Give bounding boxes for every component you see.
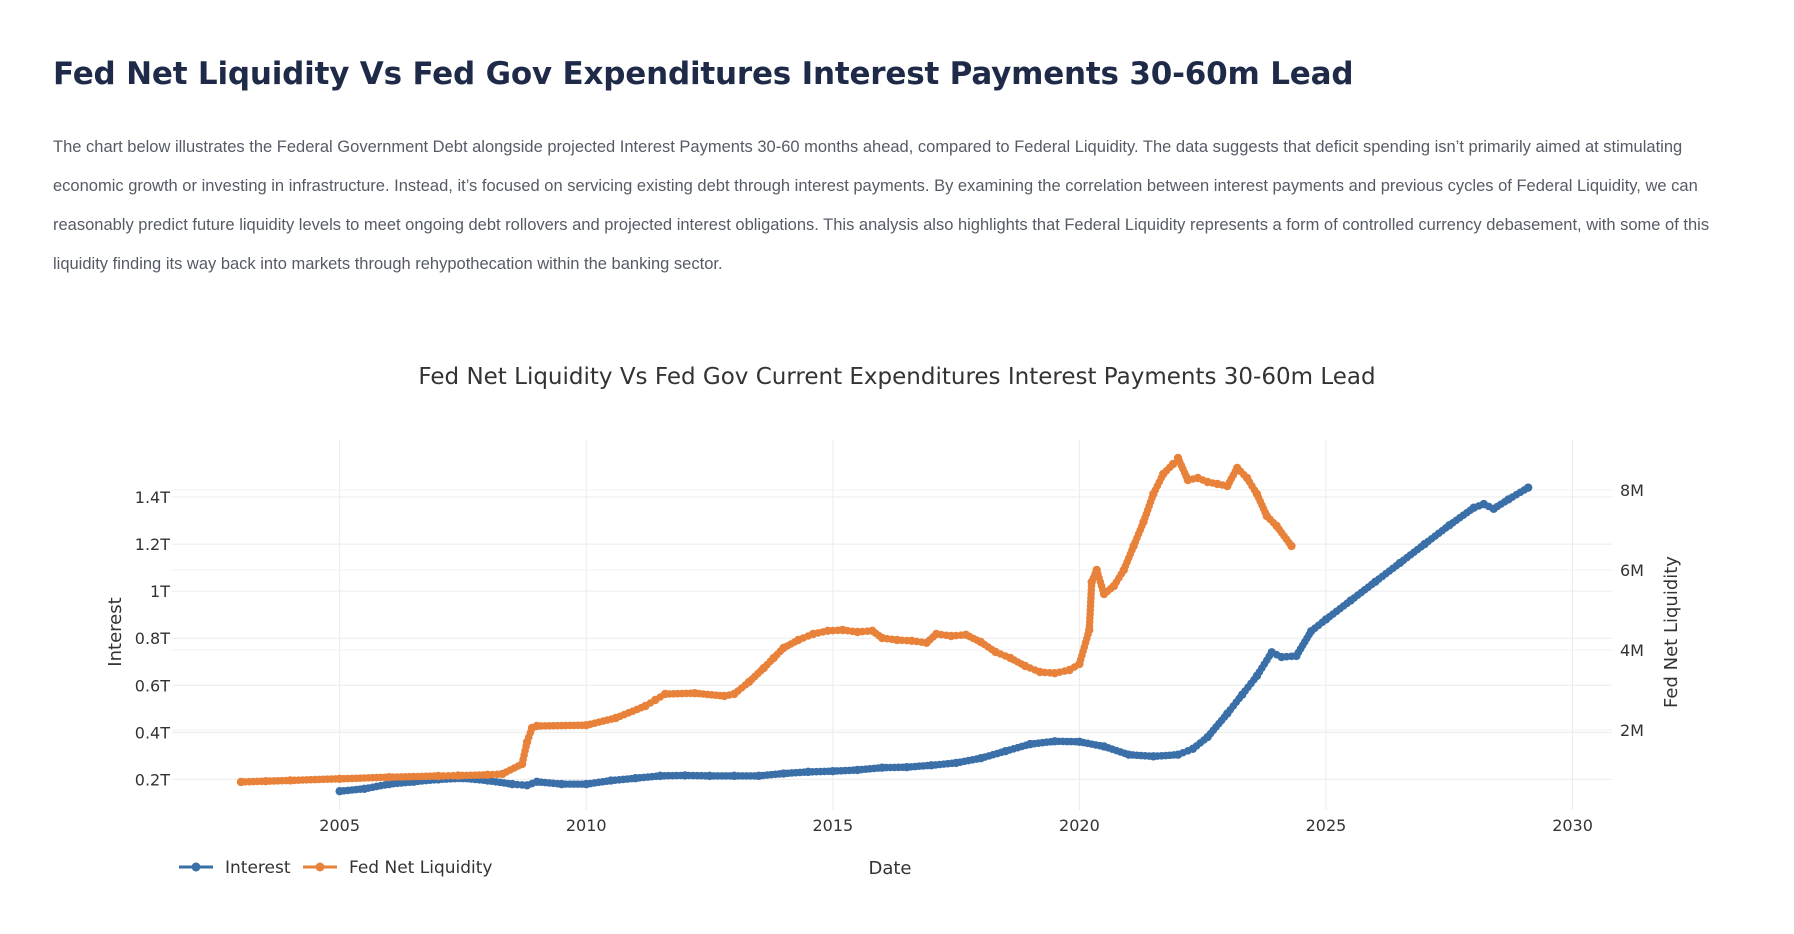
page-title: Fed Net Liquidity Vs Fed Gov Expenditure… bbox=[53, 56, 1354, 92]
y-left-tick-label: 0.4T bbox=[135, 723, 170, 742]
page-description: The chart below illustrates the Federal … bbox=[53, 138, 1710, 273]
legend-item-fed-net-liquidity[interactable]: Fed Net Liquidity bbox=[303, 858, 492, 878]
x-tick-label: 2010 bbox=[566, 816, 607, 835]
legend: Interest Fed Net Liquidity bbox=[179, 858, 492, 878]
legend-marker-interest bbox=[191, 862, 201, 872]
y-right-tick-label: 8M bbox=[1620, 481, 1644, 500]
legend-marker-fed-net-liquidity bbox=[315, 862, 325, 872]
x-tick-label: 2005 bbox=[319, 816, 360, 835]
x-axis-label: Date bbox=[868, 858, 911, 879]
y-right-tick-label: 2M bbox=[1620, 721, 1644, 740]
chart: Fed Net Liquidity Vs Fed Gov Current Exp… bbox=[105, 364, 1682, 879]
y-left-tick-label: 1.2T bbox=[135, 535, 170, 554]
series-interest bbox=[335, 483, 1533, 796]
axis-layer: 2005 2010 2015 2020 2025 2030 0.2T 0.4T 0.6T 0.8T… bbox=[135, 481, 1644, 835]
series-fed-net-liquidity bbox=[236, 453, 1296, 787]
legend-item-interest[interactable]: Interest bbox=[179, 858, 291, 878]
x-tick-label: 2030 bbox=[1552, 816, 1593, 835]
data-point bbox=[1287, 541, 1296, 551]
legend-label-fed-net-liquidity: Fed Net Liquidity bbox=[349, 858, 492, 878]
y-left-tick-label: 1T bbox=[150, 582, 170, 601]
data-point bbox=[1523, 483, 1533, 492]
x-tick-label: 2020 bbox=[1059, 816, 1100, 835]
series-layer bbox=[236, 453, 1533, 796]
x-tick-label: 2015 bbox=[812, 816, 853, 835]
series-line bbox=[241, 456, 1293, 784]
y-axis-left-label: Interest bbox=[105, 597, 126, 666]
y-left-tick-label: 0.2T bbox=[135, 770, 170, 789]
y-axis-right-label: Fed Net Liquidity bbox=[1661, 556, 1682, 708]
data-point bbox=[1168, 459, 1178, 469]
y-right-tick-label: 4M bbox=[1620, 641, 1644, 660]
y-right-tick-label: 6M bbox=[1620, 561, 1644, 580]
chart-title: Fed Net Liquidity Vs Fed Gov Current Exp… bbox=[418, 364, 1375, 390]
y-left-tick-label: 1.4T bbox=[135, 488, 170, 507]
legend-label-interest: Interest bbox=[225, 858, 291, 878]
grid-layer bbox=[172, 440, 1612, 810]
y-left-tick-label: 0.8T bbox=[135, 629, 170, 648]
y-left-tick-label: 0.6T bbox=[135, 676, 170, 695]
chart-container: Fed Net Liquidity Vs Fed Gov Current Exp… bbox=[0, 340, 1794, 900]
x-tick-label: 2025 bbox=[1306, 816, 1347, 835]
